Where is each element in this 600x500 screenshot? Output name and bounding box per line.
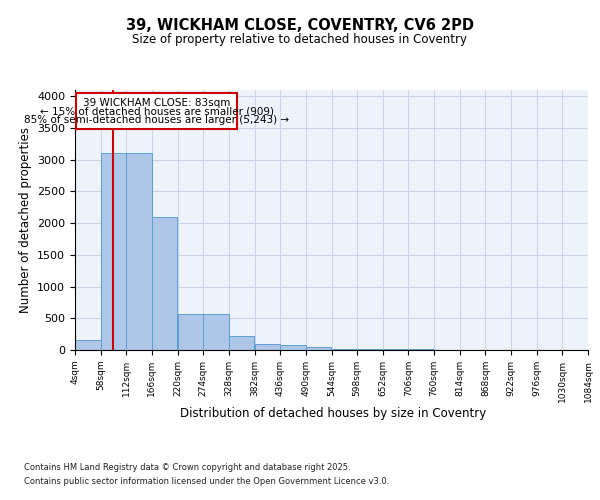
Bar [152, 217, 178, 350]
Text: 39, WICKHAM CLOSE, COVENTRY, CV6 2PD: 39, WICKHAM CLOSE, COVENTRY, CV6 2PD [126, 18, 474, 32]
Bar [127, 154, 152, 350]
Bar [101, 154, 126, 350]
Bar [332, 348, 357, 350]
Text: Size of property relative to detached houses in Coventry: Size of property relative to detached ho… [133, 32, 467, 46]
Bar [229, 336, 254, 350]
Text: 85% of semi-detached houses are larger (5,243) →: 85% of semi-detached houses are larger (… [24, 116, 289, 126]
Text: Distribution of detached houses by size in Coventry: Distribution of detached houses by size … [180, 408, 486, 420]
Text: Contains HM Land Registry data © Crown copyright and database right 2025.: Contains HM Land Registry data © Crown c… [24, 462, 350, 471]
Bar [75, 340, 101, 350]
Bar [203, 314, 229, 350]
Text: ← 15% of detached houses are smaller (909): ← 15% of detached houses are smaller (90… [40, 106, 274, 117]
Bar [357, 349, 383, 350]
Bar [254, 344, 280, 350]
Text: Contains public sector information licensed under the Open Government Licence v3: Contains public sector information licen… [24, 478, 389, 486]
FancyBboxPatch shape [76, 92, 238, 128]
Bar [280, 345, 306, 350]
Y-axis label: Number of detached properties: Number of detached properties [19, 127, 32, 313]
Bar [306, 347, 331, 350]
Bar [178, 314, 203, 350]
Text: 39 WICKHAM CLOSE: 83sqm: 39 WICKHAM CLOSE: 83sqm [83, 98, 230, 108]
